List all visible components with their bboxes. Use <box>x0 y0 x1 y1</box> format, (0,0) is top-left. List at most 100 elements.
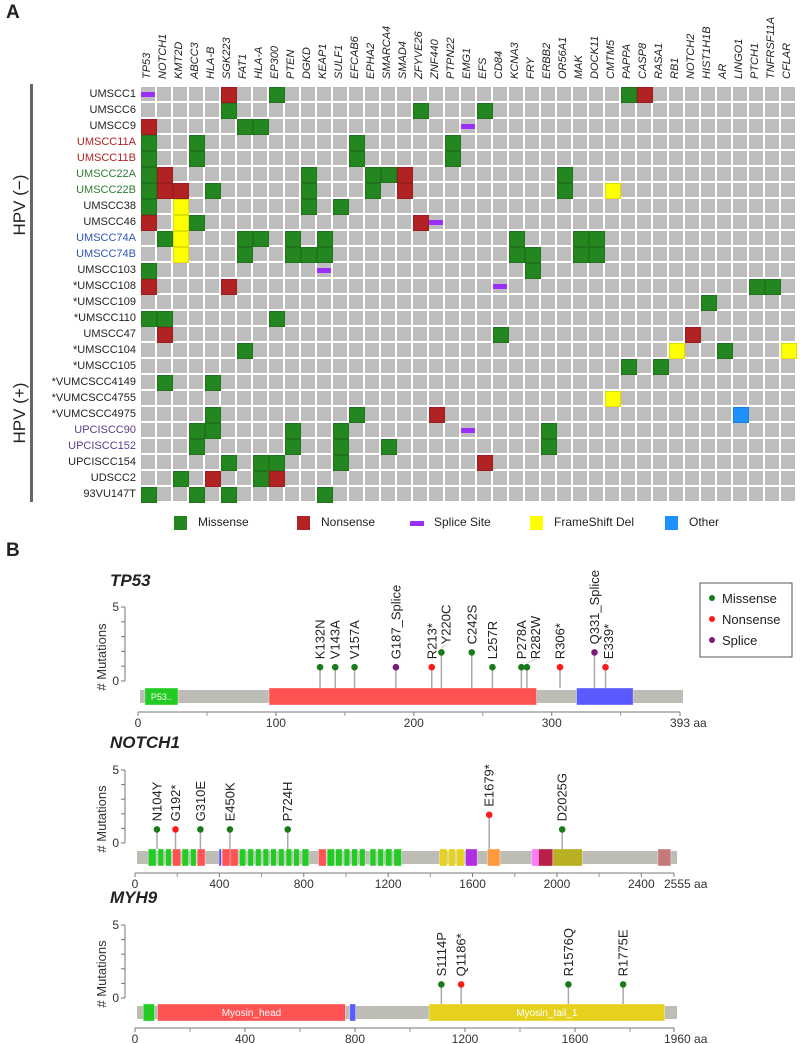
empty-cell <box>525 311 539 325</box>
empty-cell <box>173 343 187 357</box>
empty-cell <box>701 231 715 245</box>
empty-cell <box>445 103 459 117</box>
protein-domain <box>262 848 270 867</box>
empty-cell <box>413 343 427 357</box>
empty-cell <box>349 183 363 197</box>
mutation-cell <box>141 151 157 167</box>
empty-cell <box>269 231 283 245</box>
empty-cell <box>781 215 795 229</box>
empty-cell <box>365 87 379 101</box>
empty-cell <box>509 215 523 229</box>
empty-cell <box>397 199 411 213</box>
empty-cell <box>237 135 251 149</box>
empty-cell <box>701 151 715 165</box>
empty-cell <box>461 135 475 149</box>
protein-domain <box>278 848 285 867</box>
lollipop-head-missense <box>226 826 234 833</box>
empty-cell <box>685 279 699 293</box>
empty-cell <box>381 295 395 309</box>
mutation-label: R213* <box>424 623 439 659</box>
empty-cell <box>653 375 667 389</box>
empty-cell <box>765 151 779 165</box>
empty-cell <box>669 183 683 197</box>
empty-cell <box>301 103 315 117</box>
empty-cell <box>637 295 651 309</box>
protein-domain <box>385 848 393 867</box>
empty-cell <box>573 359 587 373</box>
empty-cell <box>445 263 459 277</box>
empty-cell <box>141 103 155 117</box>
empty-cell <box>557 215 571 229</box>
empty-cell <box>157 151 171 165</box>
empty-cell <box>653 311 667 325</box>
empty-cell <box>589 263 603 277</box>
empty-cell <box>365 151 379 165</box>
empty-cell <box>285 87 299 101</box>
empty-cell <box>173 87 187 101</box>
mutation-label: V157A <box>347 620 362 659</box>
mutation-cell <box>317 231 333 247</box>
empty-cell <box>605 327 619 341</box>
empty-cell <box>173 103 187 117</box>
empty-cell <box>541 167 555 181</box>
mutation-cell <box>157 311 173 327</box>
protein-domain <box>301 848 310 867</box>
empty-cell <box>685 215 699 229</box>
empty-cell <box>301 87 315 101</box>
empty-cell <box>589 87 603 101</box>
splice-site-mark <box>461 124 475 129</box>
empty-cell <box>493 215 507 229</box>
empty-cell <box>381 119 395 133</box>
empty-cell <box>205 359 219 373</box>
empty-cell <box>669 327 683 341</box>
empty-cell <box>301 215 315 229</box>
empty-cell <box>477 167 491 181</box>
mutation-cell <box>141 119 157 135</box>
sample-label: UMSCC46 <box>83 216 136 228</box>
protein-plot-tp53: TP53 0 5# Mutations P53.. 0 100 200 300 393 aa K1… <box>94 570 707 730</box>
empty-cell <box>189 295 203 309</box>
empty-cell <box>685 103 699 117</box>
empty-cell <box>573 103 587 117</box>
empty-cell <box>333 103 347 117</box>
splice-site-mark <box>429 220 443 225</box>
mutation-cell <box>157 167 173 183</box>
empty-cell <box>573 167 587 181</box>
mutation-cell <box>253 119 269 135</box>
empty-cell <box>557 119 571 133</box>
empty-cell <box>349 231 363 245</box>
x-tick-label: 1600 <box>459 877 486 891</box>
empty-cell <box>525 87 539 101</box>
empty-cell <box>589 183 603 197</box>
mutation-cell <box>669 343 685 359</box>
empty-cell <box>301 359 315 373</box>
mutation-cell <box>189 135 205 151</box>
empty-cell <box>605 279 619 293</box>
lollipop-head-missense <box>316 663 324 671</box>
mutation-label: N104Y <box>149 781 164 821</box>
protein-domain <box>657 848 672 867</box>
empty-cell <box>285 199 299 213</box>
mutation-cell <box>173 199 189 215</box>
empty-cell <box>285 183 299 197</box>
empty-cell <box>493 167 507 181</box>
empty-cell <box>493 103 507 117</box>
protein-domain <box>393 848 402 867</box>
empty-cell <box>461 167 475 181</box>
x-tick-label: 1200 <box>452 1032 479 1044</box>
empty-cell <box>557 199 571 213</box>
empty-cell <box>413 263 427 277</box>
empty-cell <box>205 263 219 277</box>
protein-domain <box>349 1003 356 1022</box>
empty-cell <box>269 103 283 117</box>
empty-cell <box>445 231 459 245</box>
empty-cell <box>301 263 315 277</box>
lollipop-head-splice <box>392 663 400 671</box>
protein-domain <box>359 848 366 867</box>
empty-cell <box>749 119 763 133</box>
protein-domain <box>377 848 384 867</box>
empty-cell <box>493 151 507 165</box>
empty-cell <box>669 151 683 165</box>
empty-cell <box>429 119 443 133</box>
